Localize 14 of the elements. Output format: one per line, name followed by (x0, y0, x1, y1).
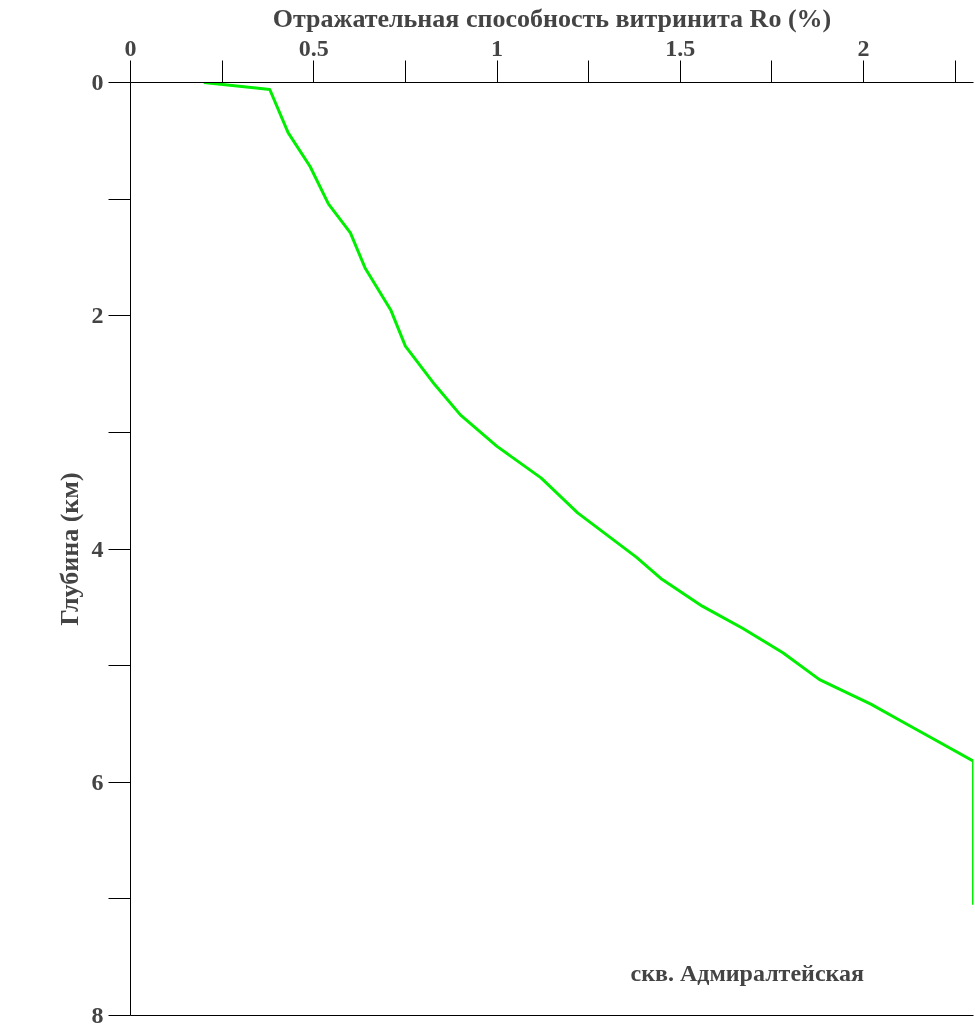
y-tick-label: 2 (91, 302, 104, 329)
x-tick-label: 1 (491, 34, 504, 61)
x-tick-label: 0 (124, 34, 137, 61)
line-series (202, 82, 974, 907)
y-axis-title: Глубина (км) (54, 472, 84, 626)
y-tick-label: 4 (91, 535, 104, 562)
x-tick-label: 0.5 (298, 34, 329, 61)
x-tick-label: 2 (857, 34, 870, 61)
x-axis-title: Отражательная способность витринита Ro (%) (272, 3, 832, 33)
annotation: скв. Адмиралтейская (630, 959, 864, 986)
y-tick-label: 8 (91, 1002, 104, 1028)
x-tick-label: 1.5 (665, 34, 696, 61)
y-tick-label: 0 (91, 69, 104, 95)
y-tick-label: 6 (91, 768, 104, 795)
